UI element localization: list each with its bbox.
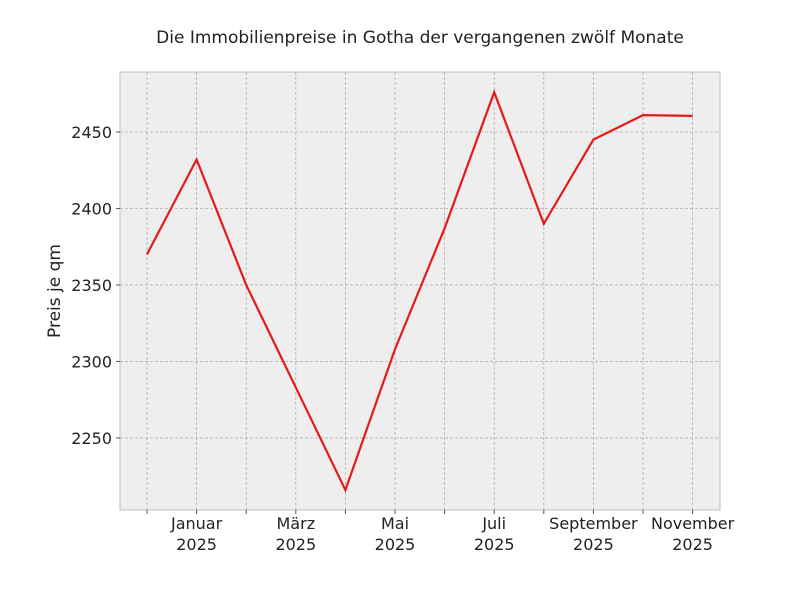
chart-title: Die Immobilienpreise in Gotha der vergan… — [156, 28, 684, 48]
x-tick-label: Januar 2025 — [170, 514, 223, 554]
y-axis-label: Preis je qm — [45, 244, 65, 338]
y-tick-label: 2350 — [71, 276, 112, 295]
x-tick-label: September 2025 — [549, 514, 638, 554]
y-tick-label: 2250 — [71, 429, 112, 448]
x-tick-label: März 2025 — [275, 514, 316, 554]
y-tick-label: 2400 — [71, 199, 112, 218]
y-tick-label: 2450 — [71, 123, 112, 142]
x-tick-label: Mai 2025 — [375, 514, 416, 554]
y-tick-label: 2300 — [71, 352, 112, 371]
x-tick-label: November 2025 — [651, 514, 735, 554]
data-line — [146, 89, 693, 493]
x-tick-label: Juli 2025 — [474, 514, 515, 554]
